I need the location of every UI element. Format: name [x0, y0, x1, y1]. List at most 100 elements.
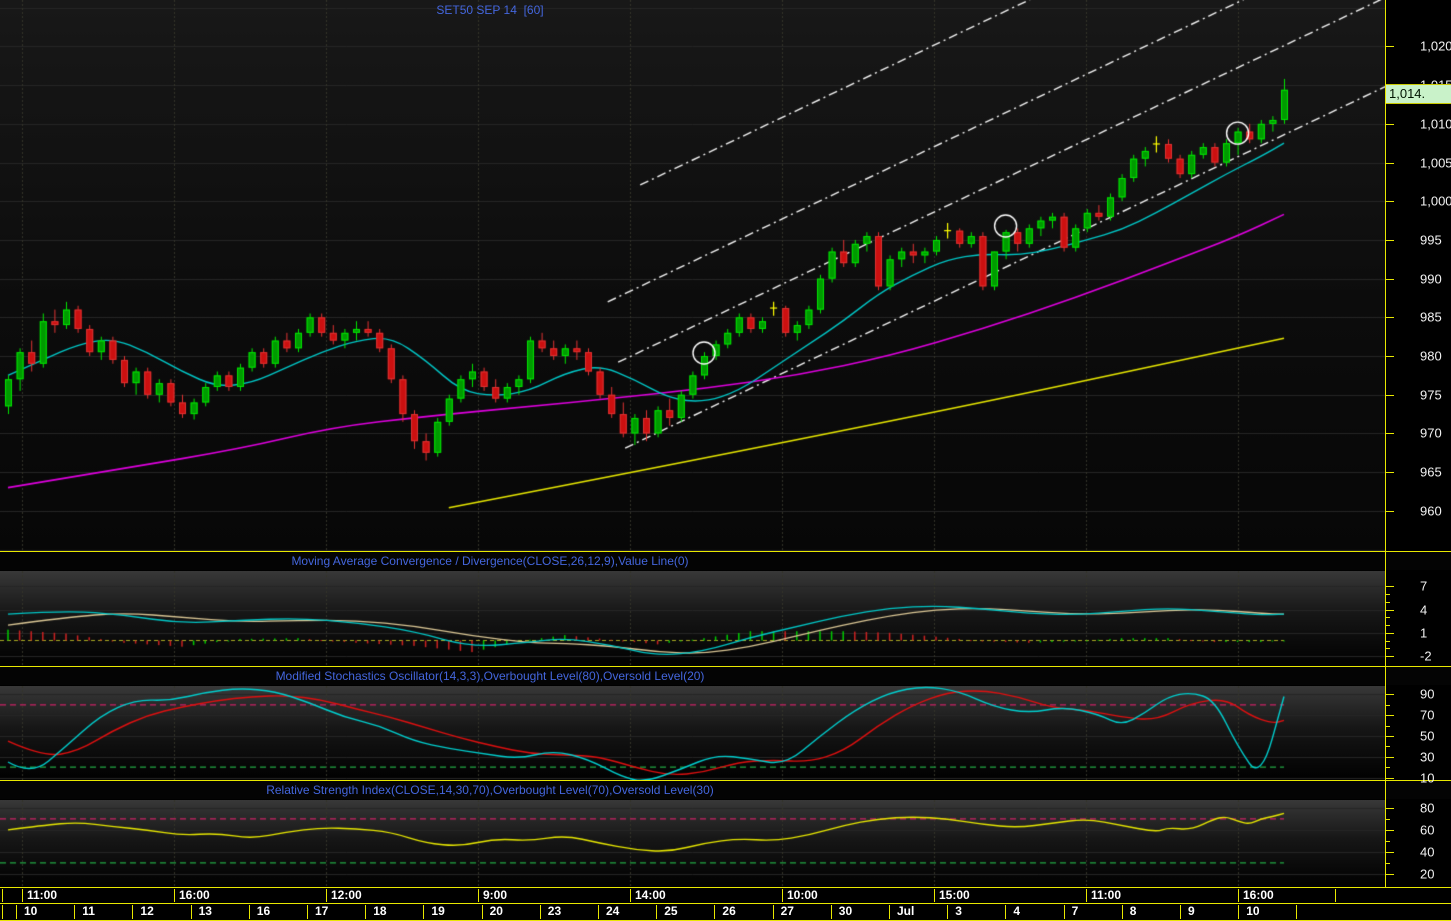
y-axis [1385, 0, 1386, 887]
time-axis-dates[interactable]: 10 11 12 13 16 17 18 19 20 23 24 25 26 27 30 Jul 3 4 7 8 9 10 [0, 904, 1451, 920]
interval-label: [60] [523, 3, 544, 17]
time-axis-separator [889, 905, 890, 919]
y-axis-tick [1385, 201, 1394, 202]
y-axis-label: 7 [1420, 578, 1428, 594]
y-axis-label: 1,010 [1420, 116, 1451, 132]
macd-title-bar: Moving Average Convergence / Divergence(… [0, 552, 1451, 570]
time-axis-separator [190, 905, 192, 919]
date-label: 24 [606, 904, 620, 918]
y-axis-tick [1385, 163, 1394, 164]
y-axis-label: 4 [1420, 602, 1428, 618]
y-axis-tick [1385, 757, 1394, 758]
y-axis-label: 60 [1420, 822, 1435, 838]
time-axis-separator [1086, 889, 1087, 902]
date-label: 11 [82, 904, 95, 918]
last-price-badge: 1,014. [1386, 84, 1451, 104]
symbol-label: SET50 SEP 14 [436, 3, 517, 17]
time-axis-separator [423, 905, 425, 919]
y-axis-label: 975 [1420, 387, 1442, 403]
time-axis-separator [16, 905, 17, 919]
stoch-canvas[interactable] [0, 686, 1385, 780]
date-label: 27 [780, 904, 794, 918]
panel-separator [0, 551, 1451, 552]
time-axis-hours[interactable]: 11:00 16:00 12:00 9:00 14:00 10:00 15:00 11:00 1… [0, 888, 1451, 903]
y-axis-label: 970 [1420, 425, 1442, 441]
macd-title: Moving Average Convergence / Divergence(… [291, 554, 689, 568]
y-axis-label: 10 [1420, 770, 1435, 786]
y-axis-tick [1385, 852, 1394, 853]
y-axis-tick [1385, 808, 1394, 809]
time-axis-separator [1121, 905, 1123, 919]
rsi-canvas[interactable] [0, 800, 1385, 887]
y-axis-label: 70 [1420, 707, 1435, 723]
y-axis-label: 80 [1420, 800, 1435, 816]
y-axis-tick [1385, 736, 1394, 737]
time-axis-separator [539, 905, 541, 919]
time-label: 12:00 [331, 888, 362, 902]
time-axis-separator [307, 905, 308, 919]
time-axis-separator [365, 905, 367, 919]
date-label: 16 [256, 904, 271, 918]
date-label: 10 [24, 904, 38, 918]
time-axis-separator [630, 889, 631, 902]
y-axis-label: 50 [1420, 728, 1435, 744]
y-axis-tick [1385, 746, 1390, 747]
time-label: 9:00 [483, 888, 508, 902]
y-axis-tick [1385, 395, 1394, 396]
date-label: Jul [897, 904, 915, 918]
y-axis-label: 965 [1420, 464, 1442, 480]
time-axis-separator [830, 905, 832, 919]
date-label: 12 [140, 904, 154, 918]
y-axis-label: 30 [1420, 749, 1435, 765]
y-axis-tick [1385, 610, 1394, 611]
y-axis-tick [1385, 863, 1390, 864]
y-axis-tick [1385, 240, 1394, 241]
time-axis-separator [1005, 905, 1007, 919]
time-label: 11:00 [27, 888, 58, 902]
time-label: 14:00 [635, 888, 666, 902]
y-axis-label: 985 [1420, 309, 1442, 325]
y-axis-tick [1385, 625, 1390, 626]
panel-separator [0, 780, 1451, 781]
time-axis-separator [174, 889, 175, 902]
y-axis-tick [1385, 874, 1394, 875]
y-axis-tick [1385, 511, 1394, 512]
y-axis-label: 90 [1420, 686, 1435, 702]
rsi-panel [0, 800, 1385, 887]
stoch-panel [0, 686, 1385, 780]
y-axis-label: 1,000 [1420, 193, 1451, 209]
price-chart-canvas[interactable] [0, 0, 1385, 551]
time-axis-separator [1238, 905, 1240, 919]
date-label: 19 [431, 904, 445, 918]
time-axis-separator [481, 905, 483, 919]
time-axis-separator [1180, 905, 1181, 919]
time-axis-separator [772, 905, 774, 919]
y-axis-tick [1385, 705, 1390, 706]
macd-canvas[interactable] [0, 571, 1385, 666]
date-label: 8 [1129, 904, 1137, 918]
time-axis-separator [22, 889, 23, 902]
date-label: 30 [838, 904, 853, 918]
stoch-title: Modified Stochastics Oscillator(14,3,3),… [275, 669, 705, 683]
date-label: 7 [1071, 904, 1079, 918]
date-label: 23 [547, 904, 562, 918]
chart-title: SET50 SEP 14 [60] [0, 1, 980, 19]
y-axis-tick [1385, 46, 1394, 47]
y-axis-tick [1385, 124, 1394, 125]
time-axis-separator [934, 889, 935, 902]
date-label: 3 [955, 904, 962, 918]
time-label: 11:00 [1091, 888, 1122, 902]
time-axis-separator [132, 905, 134, 919]
y-axis-label: 1 [1420, 625, 1428, 641]
date-label: 10 [1246, 904, 1260, 918]
y-axis-tick [1385, 356, 1394, 357]
y-axis-tick [1385, 715, 1394, 716]
y-axis-tick [1385, 279, 1394, 280]
price-panel [0, 0, 1385, 551]
y-axis-tick [1385, 472, 1394, 473]
rsi-title: Relative Strength Index(CLOSE,14,30,70),… [266, 783, 714, 797]
time-label: 15:00 [939, 888, 970, 902]
y-axis-label: 980 [1420, 348, 1442, 364]
time-axis-separator [326, 889, 327, 902]
y-axis-label: 995 [1420, 232, 1442, 248]
